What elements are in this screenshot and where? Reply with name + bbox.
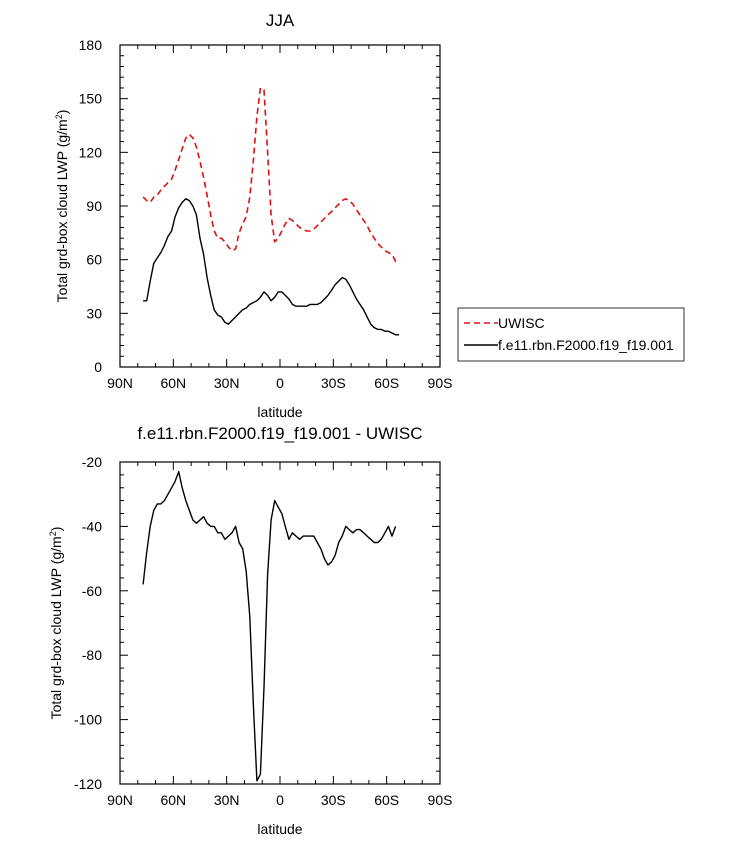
x-tick-label: 90S xyxy=(428,375,453,391)
x-tick-label: 60N xyxy=(160,375,186,391)
x-tick-label: 90N xyxy=(107,375,133,391)
legend: UWISC f.e11.rbn.F2000.f19_f19.001 xyxy=(457,307,685,362)
y-tick-label: -100 xyxy=(74,712,102,728)
legend-box xyxy=(457,307,685,362)
y-tick-label: 60 xyxy=(86,252,102,268)
y-tick-label: -60 xyxy=(82,583,102,599)
y-ticks: -120 -100 -80 -60 -40 -20 xyxy=(74,454,440,792)
series-line-0 xyxy=(142,471,397,782)
x-ticks: 90N 60N 30N 0 30S 60S 90S xyxy=(107,45,452,391)
y-axis-label: Total grd-box cloud LWP (g/m2) xyxy=(54,110,70,303)
y-tick-label: 0 xyxy=(94,359,102,375)
y-tick-label: 120 xyxy=(79,144,103,160)
y-tick-label: 90 xyxy=(86,198,102,214)
legend-label-model: f.e11.rbn.F2000.f19_f19.001 xyxy=(498,337,674,353)
x-axis-label: latitude xyxy=(257,404,302,420)
y-tick-label: 150 xyxy=(79,91,103,107)
x-axis-label: latitude xyxy=(257,821,302,837)
y-tick-label: -120 xyxy=(74,776,102,792)
y-tick-label: -80 xyxy=(82,647,102,663)
x-tick-label: 30N xyxy=(214,792,240,808)
legend-label-uwisc: UWISC xyxy=(498,315,545,331)
y-tick-label: -40 xyxy=(82,518,102,534)
x-tick-label: 60S xyxy=(374,375,399,391)
chart-title: JJA xyxy=(266,11,295,30)
y-ticks: 0 30 60 90 120 150 180 xyxy=(79,37,440,375)
chart-title: f.e11.rbn.F2000.f19_f19.001 - UWISC xyxy=(137,424,422,443)
panel-difference: f.e11.rbn.F2000.f19_f19.001 - UWISC 90N 6… xyxy=(48,424,452,837)
panel-jja: JJA 90N 60N 30N 0 30S 60S 90S 0 30 60 90 120 150 180… xyxy=(54,11,685,420)
x-tick-label: 0 xyxy=(276,375,284,391)
x-tick-label: 60S xyxy=(374,792,399,808)
x-tick-label: 30S xyxy=(321,375,346,391)
series-layer xyxy=(142,471,397,782)
y-tick-label: 180 xyxy=(79,37,103,53)
series-line-1 xyxy=(143,198,400,336)
x-tick-label: 90N xyxy=(107,792,133,808)
x-tick-label: 30N xyxy=(214,375,240,391)
x-tick-label: 60N xyxy=(160,792,186,808)
y-tick-label: -20 xyxy=(82,454,102,470)
series-layer xyxy=(142,87,400,336)
series-line-0 xyxy=(142,87,400,264)
y-axis-label: Total grd-box cloud LWP (g/m2) xyxy=(48,527,64,720)
x-ticks: 90N 60N 30N 0 30S 60S 90S xyxy=(107,462,452,808)
x-tick-label: 30S xyxy=(321,792,346,808)
x-tick-label: 0 xyxy=(276,792,284,808)
y-tick-label: 30 xyxy=(86,305,102,321)
plot-frame xyxy=(119,44,441,368)
x-tick-label: 90S xyxy=(428,792,453,808)
